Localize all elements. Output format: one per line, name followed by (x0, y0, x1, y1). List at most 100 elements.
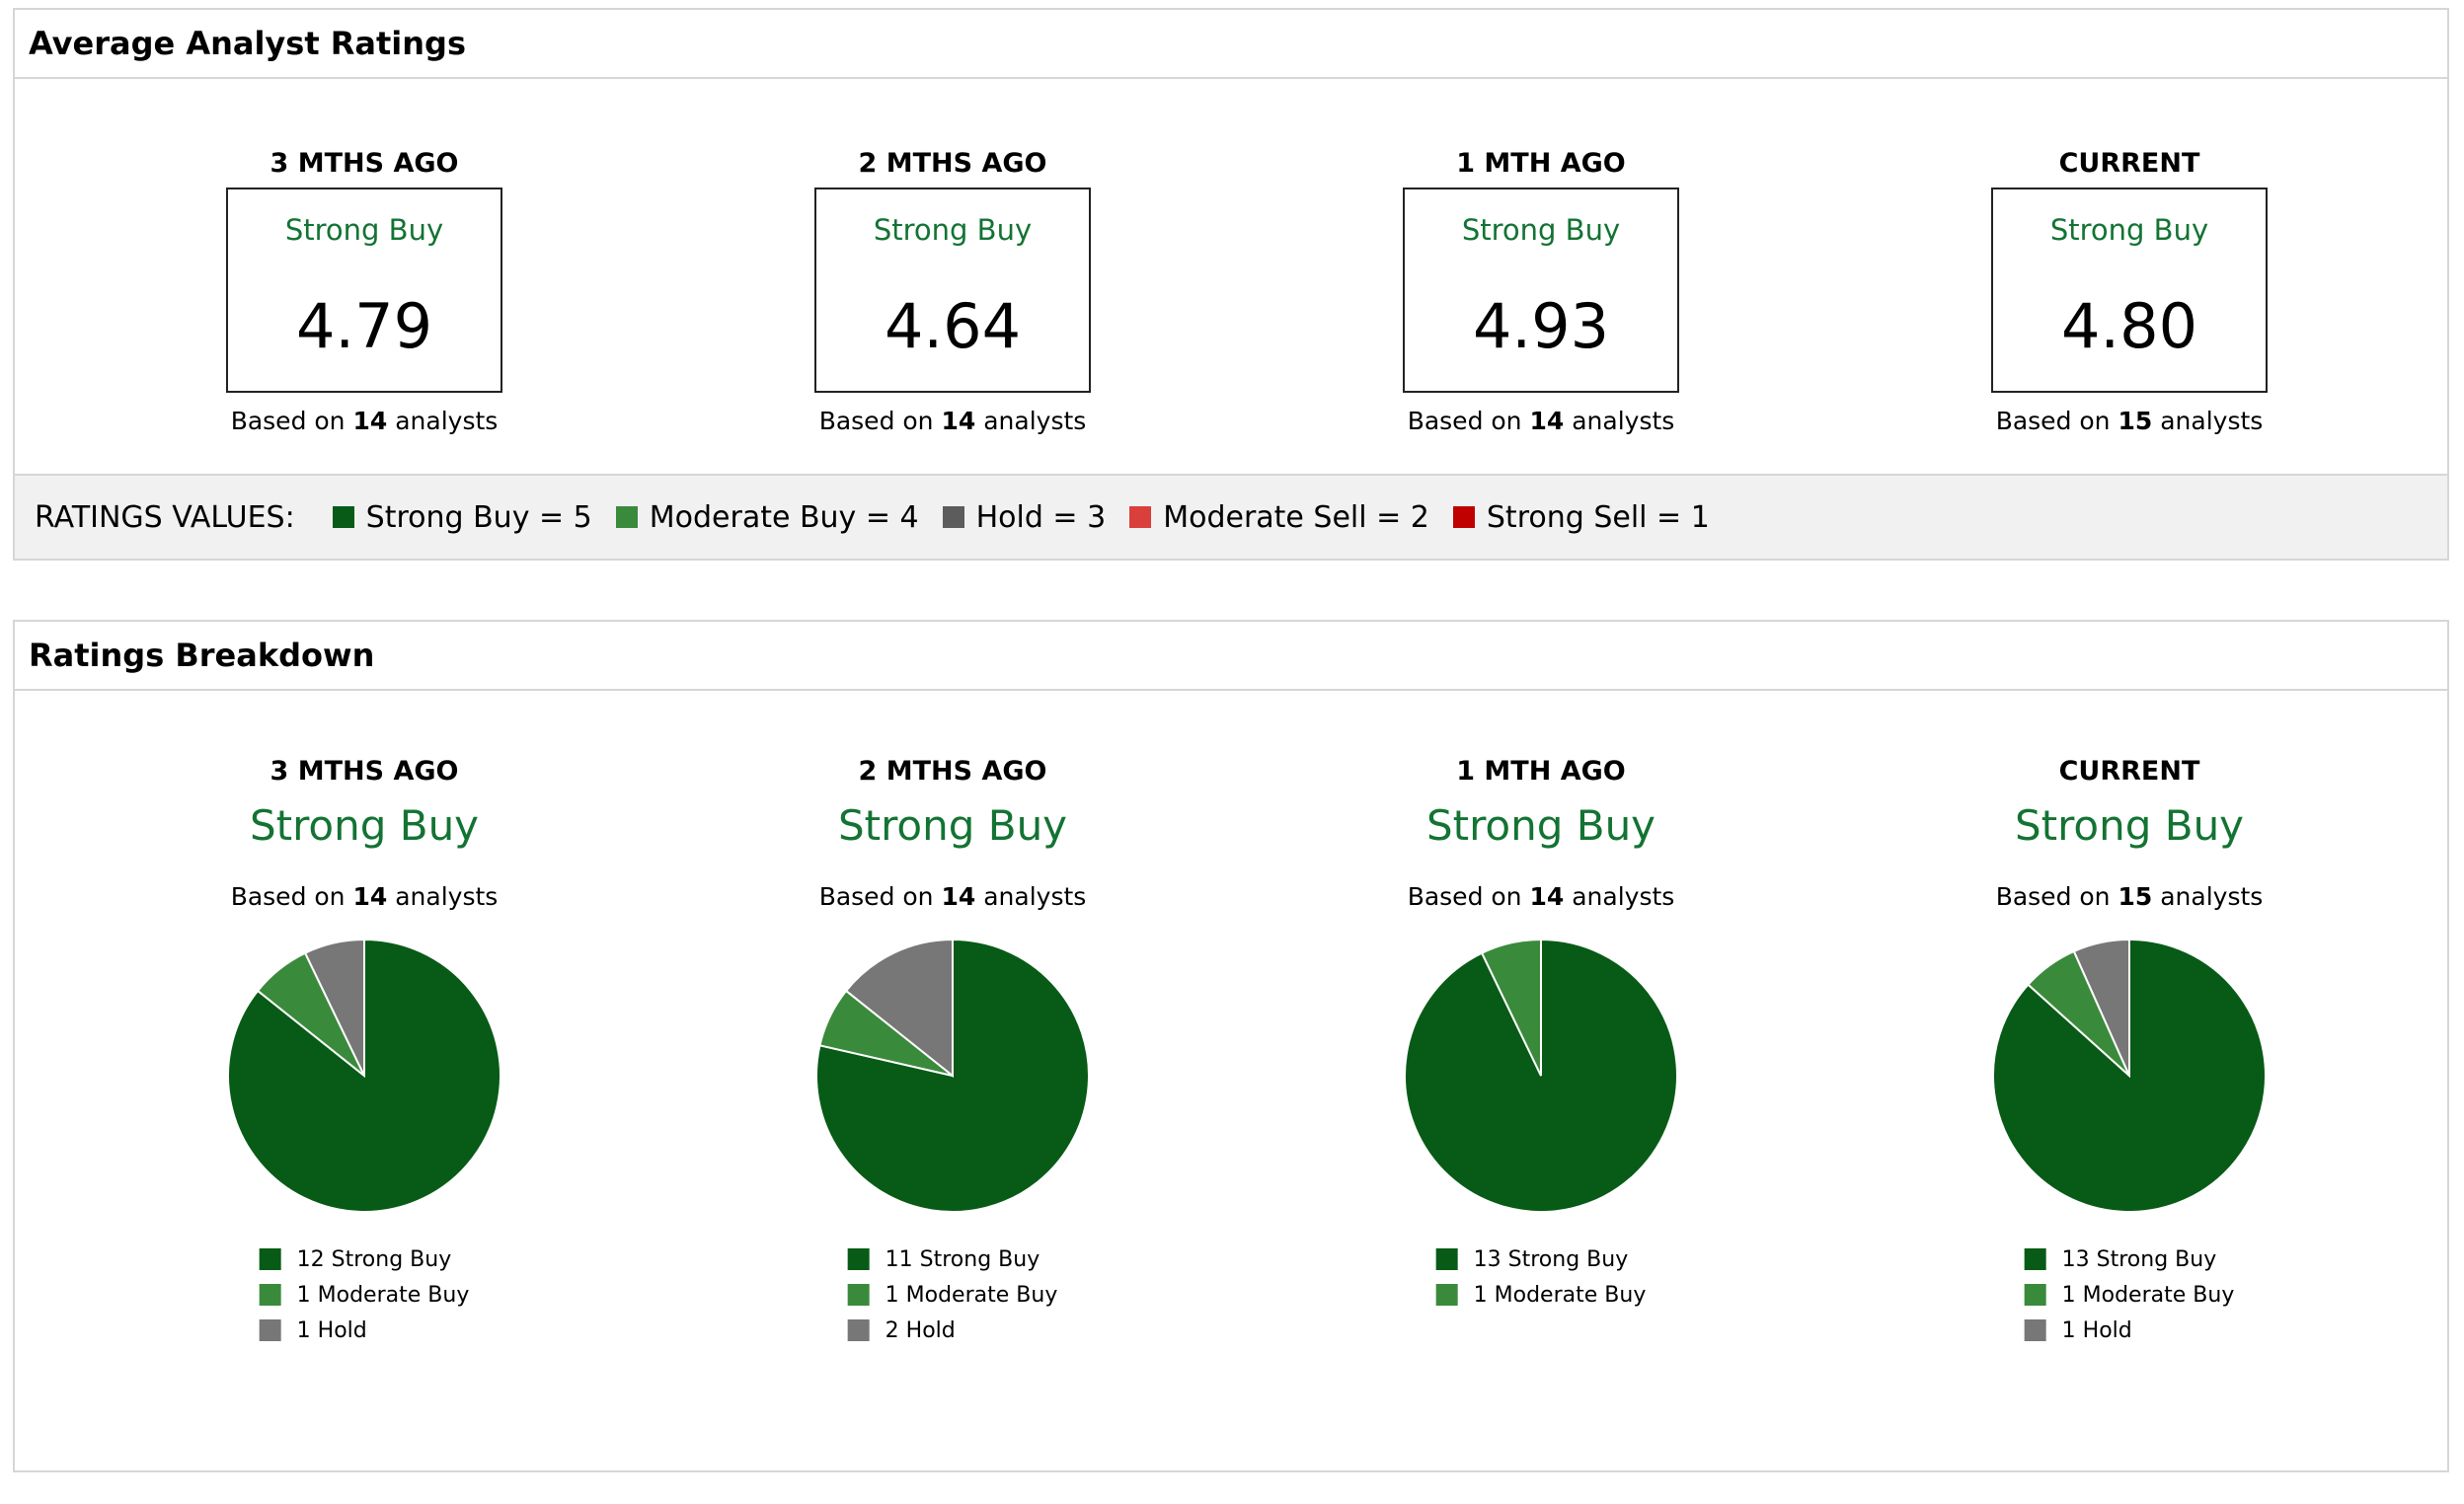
pie-legend: 12 Strong Buy 1 Moderate Buy 1 Hold (259, 1241, 470, 1348)
analyst-count-text: Based on 15 analysts (1835, 882, 2424, 911)
pie-legend-label: 1 Hold (296, 1317, 367, 1343)
analyst-count: 14 (352, 407, 388, 435)
analyst-count-text: Based on 14 analysts (1247, 882, 1835, 911)
analyst-count: 14 (352, 882, 388, 911)
based-on-text: Based on (230, 882, 346, 911)
ratings-pie-chart (1992, 938, 2267, 1213)
ratings-values-title: RATINGS VALUES: (35, 499, 295, 535)
analysts-text: analysts (1572, 407, 1675, 435)
legend-label: Moderate Buy = 4 (649, 499, 919, 535)
moderate-buy-swatch (259, 1284, 281, 1306)
legend-item-moderate-sell: Moderate Sell = 2 (1129, 500, 1429, 535)
consensus-label: Strong Buy (2014, 801, 2245, 850)
rating-box: Strong Buy 4.80 (1991, 188, 2268, 393)
moderate-buy-swatch (847, 1284, 870, 1306)
pie-slice-moderate-buy (1480, 938, 1542, 1077)
pie-slice-hold (303, 938, 365, 1077)
pie-legend-label: 2 Hold (885, 1317, 956, 1343)
legend-item-hold: Hold = 3 (942, 500, 1106, 535)
pie-legend-label: 11 Strong Buy (885, 1246, 1040, 1272)
pie-legend-item: 13 Strong Buy (2024, 1241, 2235, 1277)
breakdown-column-1-mth-ago: 1 MTH AGO Strong Buy Based on 14 analyst… (1247, 756, 1835, 1447)
period-title: CURRENT (2058, 756, 2200, 787)
based-on-text: Based on (1407, 882, 1522, 911)
panel-title: Ratings Breakdown (15, 622, 2447, 691)
rating-label: Strong Buy (284, 213, 444, 247)
strong-sell-swatch (1452, 506, 1475, 528)
ratings-pie-chart (227, 938, 501, 1213)
pie-legend-item: 1 Hold (259, 1313, 470, 1348)
analyst-count-text: Based on 14 analysts (658, 882, 1247, 911)
pie-legend-label: 1 Moderate Buy (1473, 1282, 1647, 1308)
average-column-current: CURRENT Strong Buy 4.80 Based on 15 anal… (1835, 148, 2424, 435)
pie-legend-label: 1 Moderate Buy (2061, 1282, 2235, 1308)
based-on-text: Based on (818, 882, 934, 911)
ratings-pie-chart (815, 938, 1090, 1213)
legend-item-strong-buy: Strong Buy = 5 (332, 499, 592, 535)
rating-label: Strong Buy (2049, 213, 2209, 247)
analysts-text: analysts (2160, 407, 2264, 435)
legend-label: Strong Buy = 5 (365, 499, 592, 535)
ratings-pie-chart (1404, 938, 1678, 1213)
moderate-sell-swatch (1129, 506, 1152, 528)
analysts-text: analysts (1572, 882, 1675, 911)
consensus-label: Strong Buy (249, 801, 480, 850)
based-on-text: Based on (1995, 407, 2111, 435)
period-title: 1 MTH AGO (1456, 148, 1626, 179)
legend-item-moderate-buy: Moderate Buy = 4 (615, 499, 919, 535)
analyst-count: 14 (941, 407, 976, 435)
average-column-3-mths-ago: 3 MTHS AGO Strong Buy 4.79 Based on 14 a… (70, 148, 658, 435)
pie-legend-label: 13 Strong Buy (2061, 1246, 2217, 1272)
pie-legend-item: 1 Hold (2024, 1313, 2235, 1348)
legend-label: Moderate Sell = 2 (1163, 499, 1429, 535)
pie-legend-label: 12 Strong Buy (296, 1246, 452, 1272)
period-title: 2 MTHS AGO (858, 756, 1047, 787)
rating-box: Strong Buy 4.79 (226, 188, 502, 393)
period-title: 1 MTH AGO (1456, 756, 1626, 787)
hold-swatch (847, 1319, 870, 1341)
consensus-label: Strong Buy (837, 801, 1068, 850)
pie-legend-item: 12 Strong Buy (259, 1241, 470, 1277)
pie-legend-label: 1 Moderate Buy (885, 1282, 1058, 1308)
strong-buy-swatch (847, 1248, 870, 1270)
ratings-breakdown-panel: Ratings Breakdown 3 MTHS AGO Strong Buy … (13, 620, 2449, 1472)
analyst-count-text: Based on 14 analysts (658, 407, 1247, 435)
strong-buy-swatch (332, 506, 354, 528)
analysts-text: analysts (395, 407, 499, 435)
legend-item-strong-sell: Strong Sell = 1 (1452, 499, 1710, 535)
analyst-count: 14 (941, 882, 976, 911)
analysts-text: analysts (2160, 882, 2264, 911)
consensus-label: Strong Buy (1425, 801, 1656, 850)
pie-legend-label: 13 Strong Buy (1473, 1246, 1629, 1272)
pie-legend-label: 1 Moderate Buy (296, 1282, 470, 1308)
ratings-values-legend: RATINGS VALUES: Strong Buy = 5 Moderate … (15, 474, 2447, 559)
rating-value: 4.93 (1472, 290, 1610, 362)
period-title: 3 MTHS AGO (270, 148, 459, 179)
average-column-1-mth-ago: 1 MTH AGO Strong Buy 4.93 Based on 14 an… (1247, 148, 1835, 435)
based-on-text: Based on (818, 407, 934, 435)
strong-buy-swatch (1435, 1248, 1458, 1270)
hold-swatch (942, 506, 964, 528)
hold-swatch (2024, 1319, 2046, 1341)
analysts-text: analysts (983, 407, 1087, 435)
period-title: 2 MTHS AGO (858, 148, 1047, 179)
pie-legend-item: 1 Moderate Buy (1435, 1277, 1647, 1313)
analyst-count-text: Based on 14 analysts (70, 407, 658, 435)
moderate-buy-swatch (2024, 1284, 2046, 1306)
rating-box: Strong Buy 4.64 (814, 188, 1091, 393)
pie-slice-hold (844, 938, 954, 1079)
hold-swatch (259, 1319, 281, 1341)
rating-value: 4.79 (295, 290, 433, 362)
rating-value: 4.64 (884, 290, 1022, 362)
rating-label: Strong Buy (873, 213, 1033, 247)
legend-label: Strong Sell = 1 (1486, 499, 1710, 535)
breakdown-column-current: CURRENT Strong Buy Based on 15 analysts … (1835, 756, 2424, 1447)
based-on-text: Based on (1995, 882, 2111, 911)
moderate-buy-swatch (1435, 1284, 1458, 1306)
pie-legend: 13 Strong Buy 1 Moderate Buy (1435, 1241, 1647, 1313)
based-on-text: Based on (230, 407, 346, 435)
rating-label: Strong Buy (1461, 213, 1621, 247)
pie-legend-label: 1 Hold (2061, 1317, 2132, 1343)
breakdown-column-2-mths-ago: 2 MTHS AGO Strong Buy Based on 14 analys… (658, 756, 1247, 1447)
pie-legend-item: 11 Strong Buy (847, 1241, 1058, 1277)
